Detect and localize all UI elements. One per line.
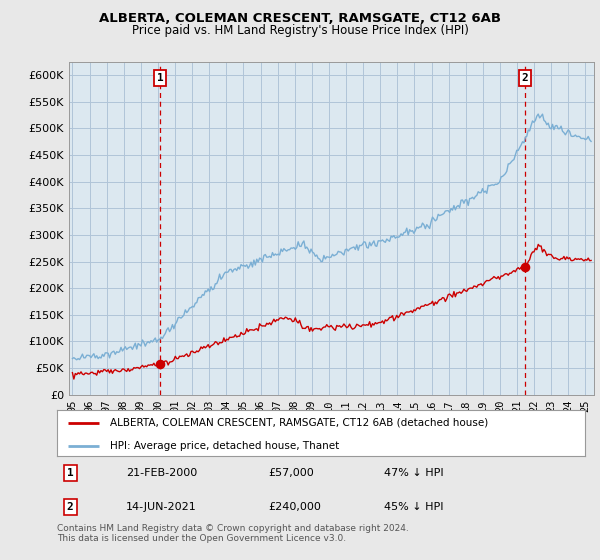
Point: [155, 360, 165, 369]
Text: ALBERTA, COLEMAN CRESCENT, RAMSGATE, CT12 6AB: ALBERTA, COLEMAN CRESCENT, RAMSGATE, CT1…: [99, 12, 501, 25]
Text: Price paid vs. HM Land Registry's House Price Index (HPI): Price paid vs. HM Land Registry's House …: [131, 24, 469, 37]
Text: 1: 1: [67, 468, 74, 478]
Text: £240,000: £240,000: [268, 502, 321, 512]
Text: ALBERTA, COLEMAN CRESCENT, RAMSGATE, CT12 6AB (detached house): ALBERTA, COLEMAN CRESCENT, RAMSGATE, CT1…: [110, 418, 488, 428]
Text: 2: 2: [521, 73, 528, 83]
Text: 47% ↓ HPI: 47% ↓ HPI: [385, 468, 444, 478]
Text: 14-JUN-2021: 14-JUN-2021: [125, 502, 196, 512]
Text: 2: 2: [67, 502, 74, 512]
Text: 1: 1: [157, 73, 164, 83]
Point: [520, 263, 530, 272]
Text: 45% ↓ HPI: 45% ↓ HPI: [385, 502, 444, 512]
Text: HPI: Average price, detached house, Thanet: HPI: Average price, detached house, Than…: [110, 441, 339, 451]
Text: Contains HM Land Registry data © Crown copyright and database right 2024.
This d: Contains HM Land Registry data © Crown c…: [57, 524, 409, 543]
Text: 21-FEB-2000: 21-FEB-2000: [125, 468, 197, 478]
Text: £57,000: £57,000: [268, 468, 314, 478]
